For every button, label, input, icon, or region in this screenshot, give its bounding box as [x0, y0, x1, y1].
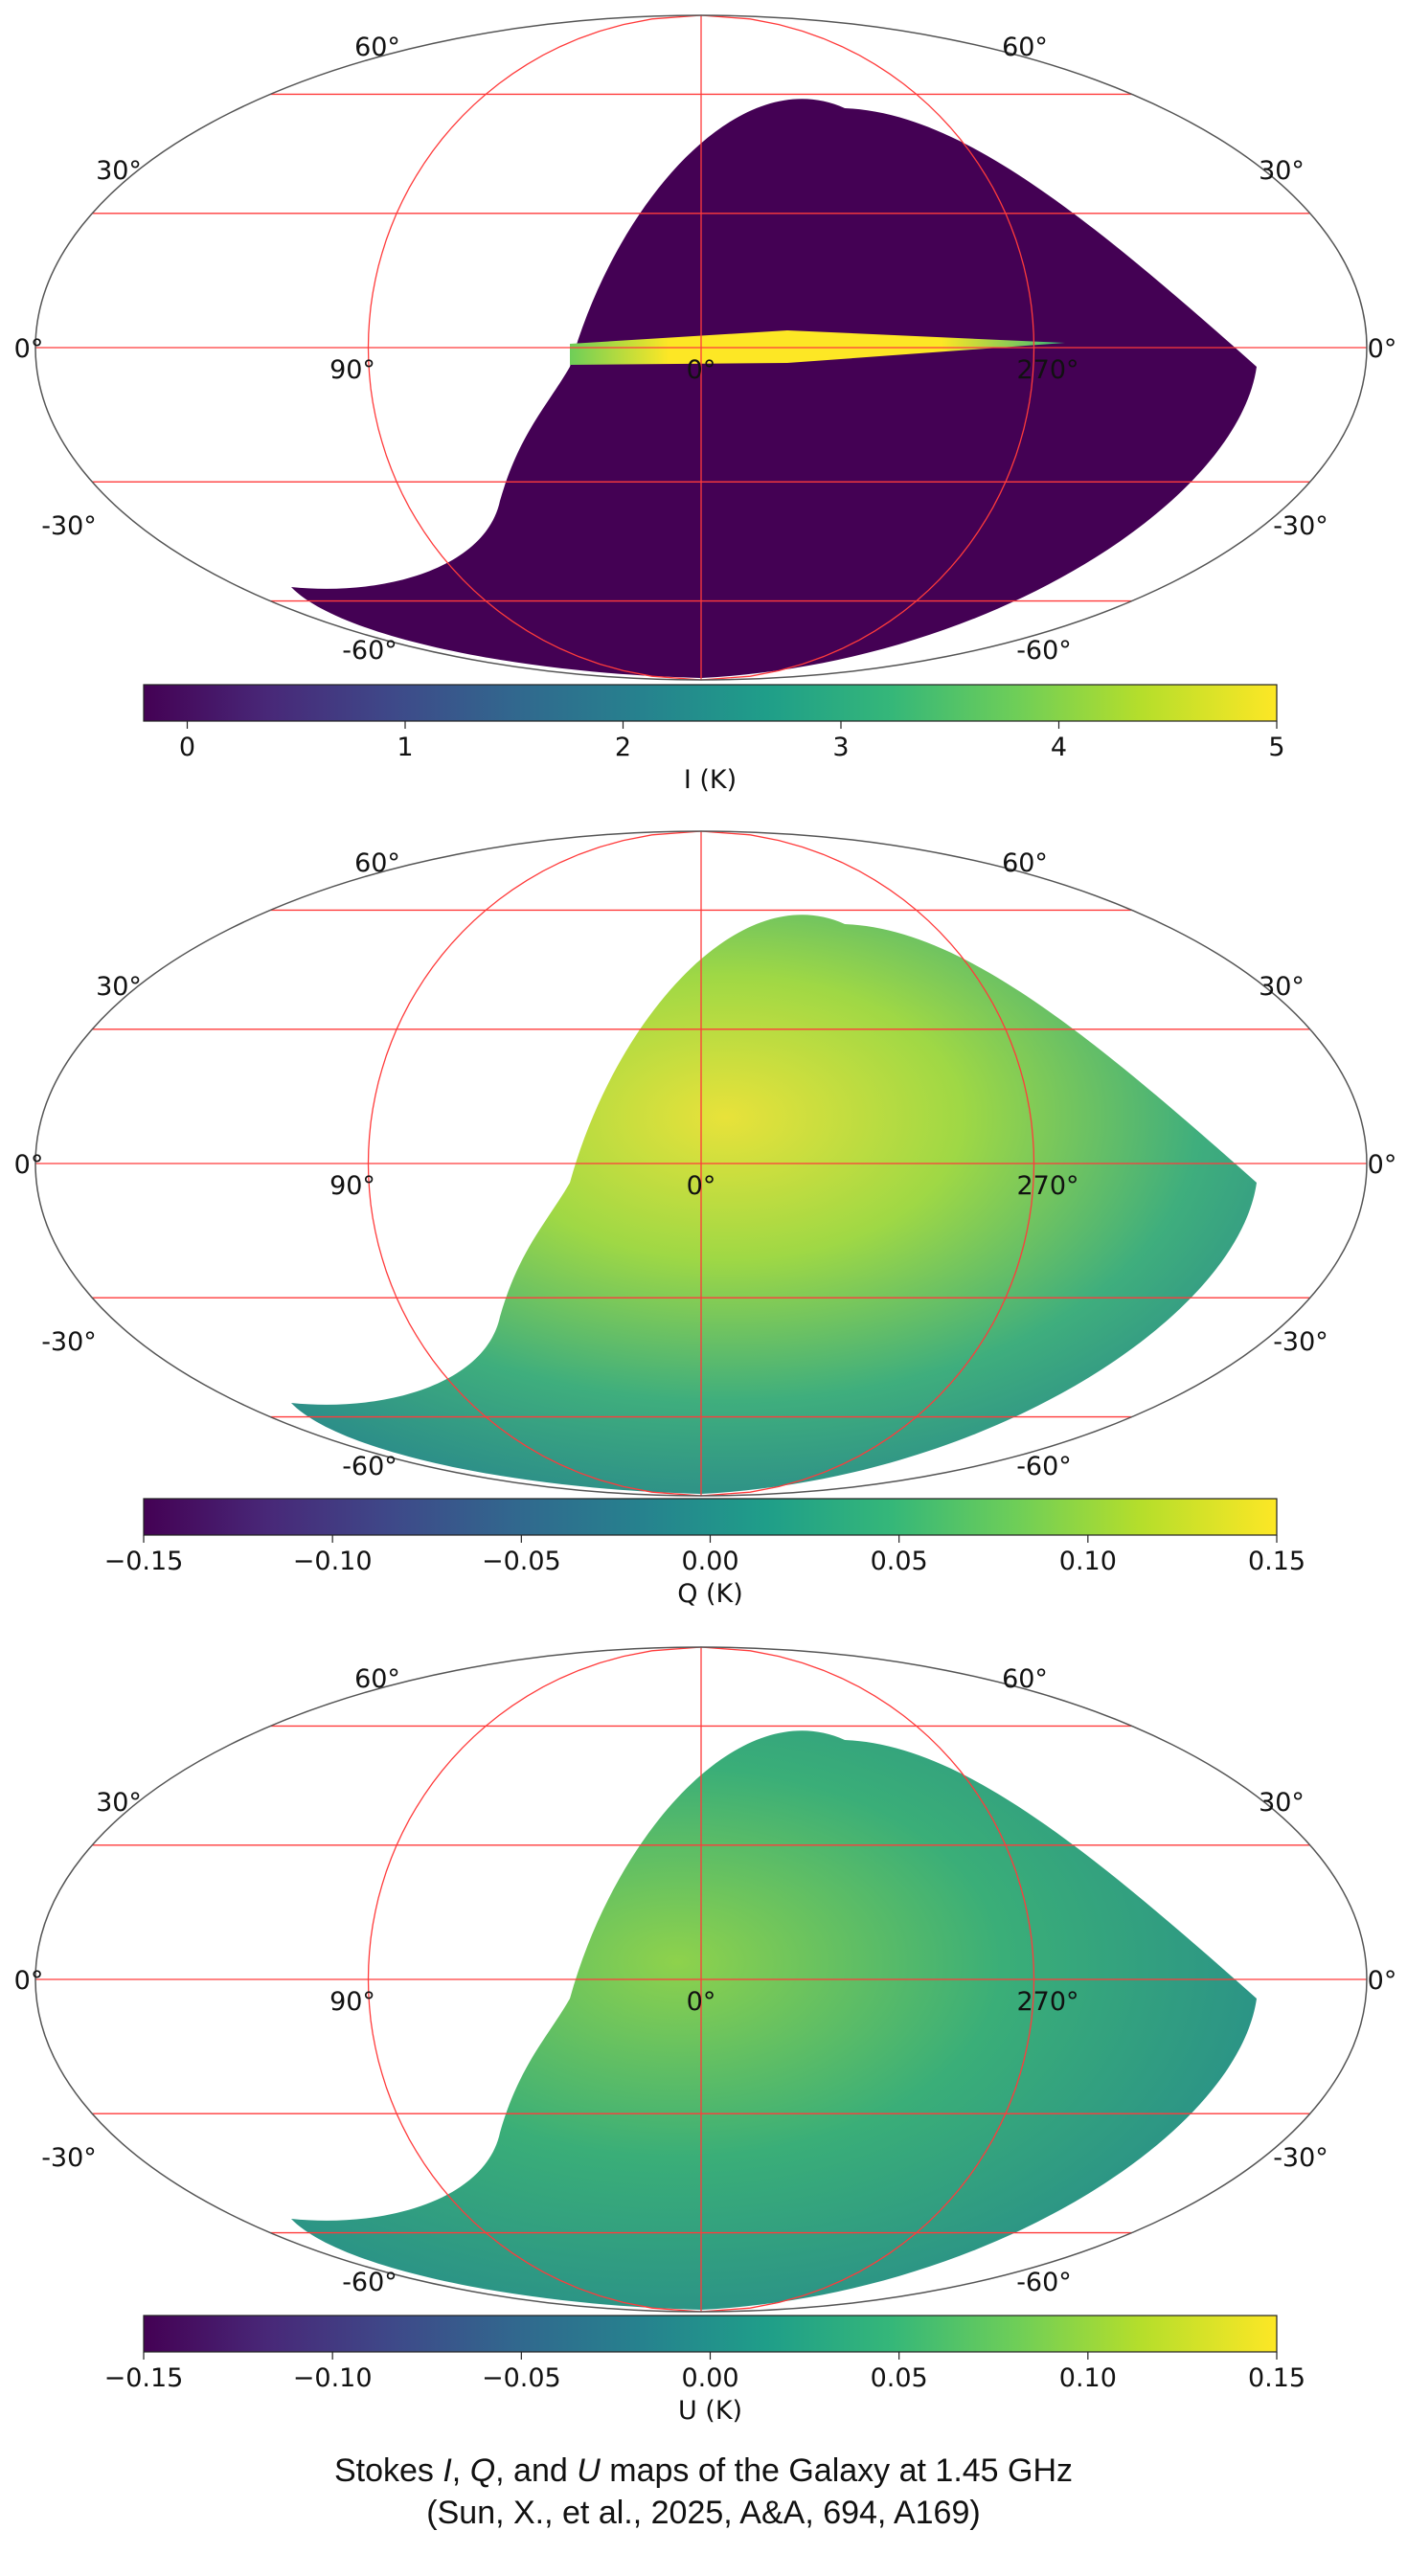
lat-label-m30-right: -30° — [1273, 2143, 1328, 2173]
lat-label-m30-left: -30° — [41, 2143, 97, 2173]
colorbar-tick-label: −0.10 — [293, 1547, 373, 1576]
lon-label-270: 270° — [1016, 355, 1078, 385]
figure-caption: Stokes I, Q, and U maps of the Galaxy at… — [0, 2450, 1407, 2534]
lat-label-m60-left: -60° — [342, 636, 397, 666]
stokes-u-panel: 60° 60° 30° 30° 0° 0° -30° -30° -60° -60° 90° 0° 270… — [14, 1646, 1397, 2426]
colorbar-title: I (K) — [684, 765, 737, 795]
colorbar-tick-label: 3 — [832, 733, 849, 762]
lon-label-0: 0° — [687, 1171, 716, 1201]
lat-label-0-right: 0° — [1368, 334, 1397, 364]
lat-label-30-left: 30° — [96, 972, 142, 1002]
stokes-q-panel: 60° 60° 30° 30° 0° 0° -30° -30° -60° -60° 90° 0° 270… — [14, 830, 1397, 1609]
lon-label-0: 0° — [687, 355, 716, 385]
lat-label-0-right: 0° — [1368, 1150, 1397, 1180]
lat-label-60-left: 60° — [354, 33, 400, 62]
map-frame — [34, 1646, 1368, 2313]
lon-label-0: 0° — [687, 1987, 716, 2017]
colorbar-tick-label: 4 — [1051, 733, 1067, 762]
lat-label-0-left: 0° — [14, 334, 44, 364]
caption-stokes-i: I — [443, 2452, 452, 2489]
meridian-line — [367, 830, 702, 1497]
lat-label-30-left: 30° — [96, 156, 142, 186]
lat-label-30-right: 30° — [1259, 972, 1305, 1002]
meridian-line — [700, 830, 1035, 1497]
lat-label-60-right: 60° — [1002, 1664, 1048, 1694]
caption-text: , and — [495, 2452, 578, 2489]
lat-label-m60-right: -60° — [1016, 1452, 1072, 1481]
lat-label-0-left: 0° — [14, 1150, 44, 1180]
lat-label-30-right: 30° — [1259, 1788, 1305, 1818]
colorbar-title: Q (K) — [677, 1579, 743, 1609]
lat-label-m30-right: -30° — [1273, 1327, 1328, 1357]
caption-text: Stokes — [333, 2452, 443, 2489]
colorbar-tick-label: 0.15 — [1248, 1547, 1305, 1576]
colorbar-tick-label: 5 — [1268, 733, 1284, 762]
colorbar-tick-label: −0.15 — [104, 2363, 184, 2393]
caption-line-2: (Sun, X., et al., 2025, A&A, 694, A169) — [426, 2495, 981, 2531]
lat-label-0-left: 0° — [14, 1966, 44, 1996]
lat-label-m60-right: -60° — [1016, 636, 1072, 666]
lon-label-270: 270° — [1016, 1171, 1078, 1201]
caption-line-1: Stokes I, Q, and U maps of the Galaxy at… — [0, 2450, 1407, 2492]
meridian-line — [367, 1646, 702, 2313]
caption-stokes-u: U — [577, 2452, 601, 2489]
caption-text: , — [451, 2452, 470, 2489]
colorbar-tick-label: 2 — [615, 733, 631, 762]
meridian-line — [700, 14, 1035, 681]
colorbar-gradient — [143, 1498, 1278, 1536]
lon-label-90: 90° — [329, 1987, 375, 2017]
lat-label-30-right: 30° — [1259, 156, 1305, 186]
colorbar-tick-label: 0.00 — [681, 2363, 738, 2393]
colorbar-tick-label: 0.05 — [871, 2363, 928, 2393]
colorbar-tick-label: 0.10 — [1059, 1547, 1117, 1576]
colorbar-tick-label: 0.00 — [681, 1547, 738, 1576]
lat-label-m60-right: -60° — [1016, 2268, 1072, 2297]
sky-coverage-map — [291, 1730, 1257, 2310]
colorbar-tick-label: −0.10 — [293, 2363, 373, 2393]
lat-label-60-right: 60° — [1002, 33, 1048, 62]
lat-label-60-left: 60° — [354, 848, 400, 878]
lat-label-30-left: 30° — [96, 1788, 142, 1818]
lat-label-m30-left: -30° — [41, 511, 97, 541]
caption-stokes-q: Q — [469, 2452, 496, 2489]
sky-coverage-map — [291, 915, 1257, 1494]
colorbar-i: 0 1 2 3 4 5 I (K) — [143, 684, 1285, 795]
lat-label-m60-left: -60° — [342, 2268, 397, 2297]
colorbar-q: −0.15 −0.10 −0.05 0.00 0.05 0.10 0.15 Q (K) — [104, 1498, 1305, 1609]
colorbar-tick-label: −0.05 — [482, 2363, 561, 2393]
colorbar-tick-label: 0.15 — [1248, 2363, 1305, 2393]
colorbar-tick-label: −0.15 — [104, 1547, 184, 1576]
colorbar-title: U (K) — [678, 2396, 742, 2426]
sky-coverage-map — [291, 99, 1257, 678]
lat-label-m60-left: -60° — [342, 1452, 397, 1481]
colorbar-tick-label: 0.05 — [871, 1547, 928, 1576]
lon-label-270: 270° — [1016, 1987, 1078, 2017]
lat-label-60-left: 60° — [354, 1664, 400, 1694]
colorbar-tick-label: −0.05 — [482, 1547, 561, 1576]
colorbar-u: −0.15 −0.10 −0.05 0.00 0.05 0.10 0.15 U (K) — [104, 2315, 1305, 2426]
colorbar-tick-label: 0 — [179, 733, 195, 762]
stokes-i-panel: 60° 60° 30° 30° 0° 0° -30° -30° -60° -60° 90° 0° 270… — [14, 14, 1397, 795]
meridian-line — [700, 1646, 1035, 2313]
lat-label-0-right: 0° — [1368, 1966, 1397, 1996]
colorbar-tick-label: 1 — [397, 733, 413, 762]
colorbar-tick-label: 0.10 — [1059, 2363, 1117, 2393]
meridian-line — [367, 14, 702, 681]
lat-label-m30-right: -30° — [1273, 511, 1328, 541]
map-frame — [34, 830, 1368, 1497]
lon-label-90: 90° — [329, 1171, 375, 1201]
colorbar-gradient — [143, 684, 1278, 722]
lat-label-m30-left: -30° — [41, 1327, 97, 1357]
colorbar-gradient — [143, 2315, 1278, 2353]
lat-label-60-right: 60° — [1002, 848, 1048, 878]
caption-text: maps of the Galaxy at 1.45 GHz — [600, 2452, 1074, 2489]
lon-label-90: 90° — [329, 355, 375, 385]
map-frame — [34, 14, 1368, 681]
